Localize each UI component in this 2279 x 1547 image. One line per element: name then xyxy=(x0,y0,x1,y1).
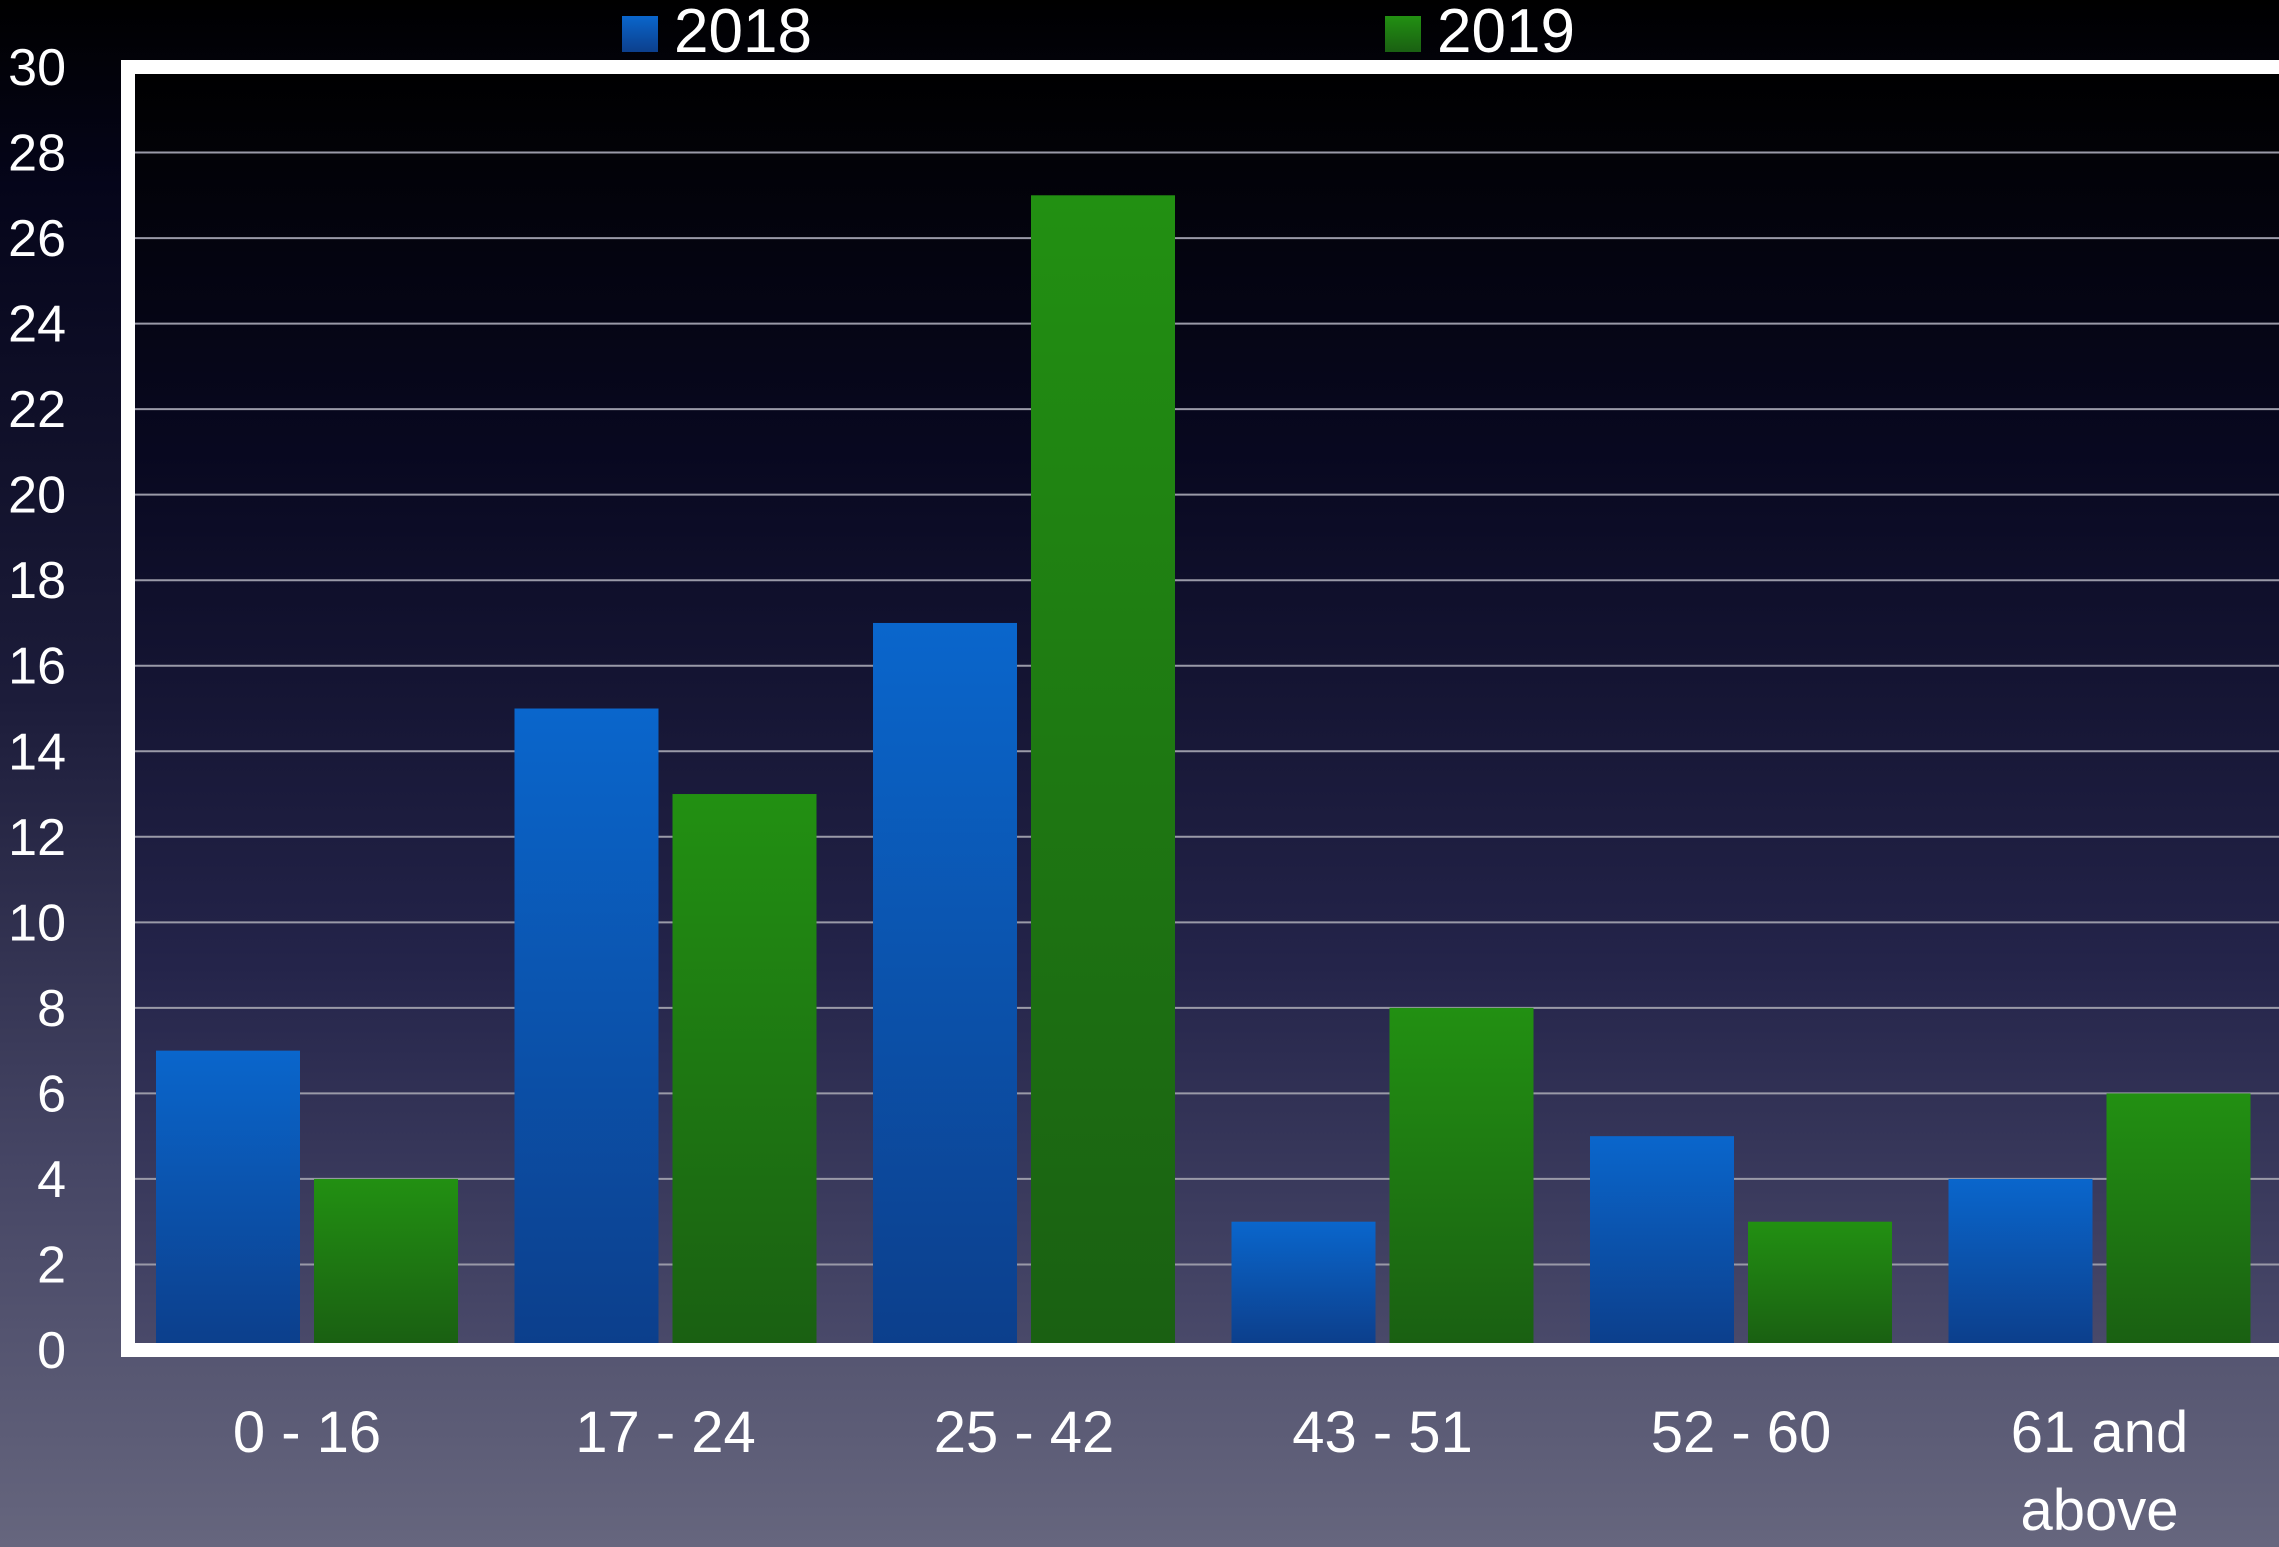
y-tick-label: 16 xyxy=(8,638,66,696)
legend-label-2019: 2019 xyxy=(1437,0,1575,66)
y-tick-label: 22 xyxy=(8,381,66,439)
x-category-label: 61 and xyxy=(2011,1400,2188,1465)
y-tick-label: 28 xyxy=(8,125,66,183)
legend-swatch-2019 xyxy=(1385,16,1421,52)
x-category-label: 52 - 60 xyxy=(1651,1400,1832,1465)
x-category-label: 25 - 42 xyxy=(934,1400,1115,1465)
x-axis-categories: 0 - 16 17 - 24 25 - 42 43 - 51 52 - 60 61 and… xyxy=(233,1400,2188,1543)
y-tick-label: 0 xyxy=(37,1322,66,1380)
y-tick-label: 8 xyxy=(37,980,66,1038)
bar-2019-1 xyxy=(672,794,817,1343)
grid-lines xyxy=(128,151,2279,1266)
bar-2019-4 xyxy=(1748,1221,1892,1343)
plot-frame xyxy=(121,60,2279,1357)
y-tick-label: 26 xyxy=(8,210,66,268)
legend-label-2018: 2018 xyxy=(674,0,812,66)
bar-2018-2 xyxy=(873,622,1017,1343)
bar-2018-5 xyxy=(1948,1178,2093,1343)
y-tick-label: 4 xyxy=(37,1151,66,1209)
bar-2019-2 xyxy=(1031,195,1175,1343)
x-category-label: 17 - 24 xyxy=(575,1400,756,1465)
bar-2019-0 xyxy=(314,1178,458,1343)
y-tick-label: 6 xyxy=(37,1065,66,1123)
bar-2018-3 xyxy=(1231,1221,1376,1343)
y-tick-label: 12 xyxy=(8,809,66,867)
bar-2018-4 xyxy=(1590,1136,1734,1343)
y-tick-label: 30 xyxy=(8,39,66,97)
bar-2018-1 xyxy=(514,708,659,1343)
x-category-label: 43 - 51 xyxy=(1292,1400,1473,1465)
legend: 2018 2019 xyxy=(622,0,1575,66)
x-category-label: above xyxy=(2020,1478,2178,1543)
legend-swatch-2018 xyxy=(622,16,658,52)
plot-area xyxy=(128,67,2279,1350)
y-tick-label: 14 xyxy=(8,723,66,781)
y-tick-label: 18 xyxy=(8,552,66,610)
bars xyxy=(156,195,2251,1343)
y-tick-label: 10 xyxy=(8,894,66,952)
bar-2018-0 xyxy=(156,1050,300,1343)
y-tick-label: 2 xyxy=(37,1236,66,1294)
bar-2019-5 xyxy=(2106,1093,2251,1343)
y-tick-label: 24 xyxy=(8,296,66,354)
x-category-label: 0 - 16 xyxy=(233,1400,381,1465)
y-tick-label: 20 xyxy=(8,467,66,525)
bar-2019-3 xyxy=(1389,1007,1534,1343)
